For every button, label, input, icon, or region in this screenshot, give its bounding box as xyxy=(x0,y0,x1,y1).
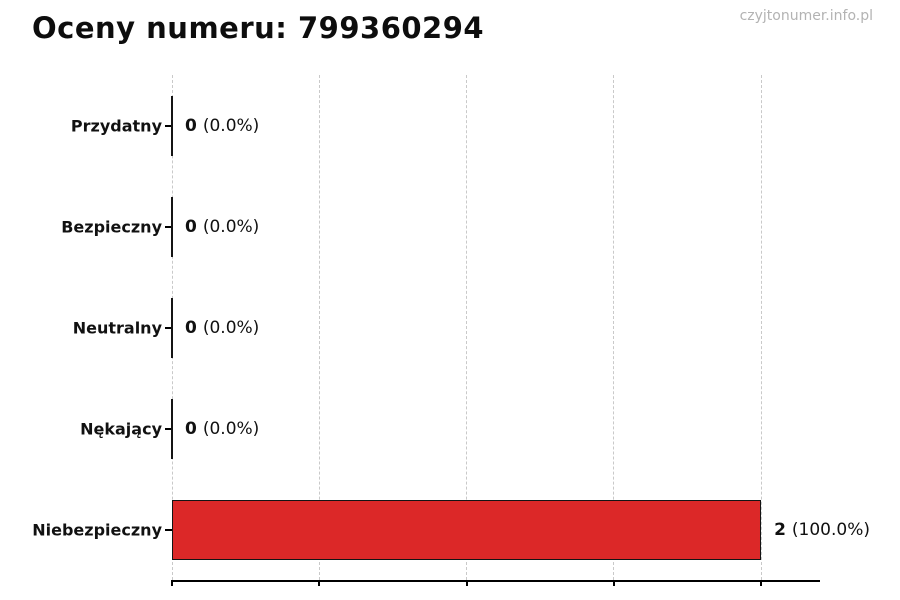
gridline xyxy=(466,75,468,580)
y-axis-tick xyxy=(165,427,172,430)
value-label: 0 (0.0%) xyxy=(185,318,259,338)
value-count: 0 xyxy=(185,317,197,338)
value-count: 0 xyxy=(185,115,197,136)
bar-bezpieczny xyxy=(171,196,173,257)
value-percent: (0.0%) xyxy=(202,418,260,439)
value-count: 0 xyxy=(185,418,197,439)
value-label: 0 (0.0%) xyxy=(185,217,259,237)
value-count: 0 xyxy=(185,216,197,237)
gridline xyxy=(318,75,320,580)
x-axis-tick xyxy=(465,580,468,586)
value-percent: (0.0%) xyxy=(202,216,260,237)
category-label: Przydatny xyxy=(70,116,162,135)
gridline xyxy=(613,75,615,580)
gridline xyxy=(760,75,762,580)
x-axis-tick xyxy=(612,580,615,586)
bar-neutralny xyxy=(171,297,173,358)
bar-nękający xyxy=(171,398,173,459)
category-label: Bezpieczny xyxy=(61,217,162,236)
category-label: Neutralny xyxy=(72,318,162,337)
bar-niebezpieczny xyxy=(172,499,762,560)
value-count: 2 xyxy=(774,519,786,540)
category-label: Nękający xyxy=(80,419,162,438)
y-axis-tick xyxy=(165,528,172,531)
y-axis-tick xyxy=(165,124,172,127)
chart-title: Oceny numeru: 799360294 xyxy=(32,11,485,45)
x-axis-tick xyxy=(318,580,321,586)
value-percent: (0.0%) xyxy=(202,115,260,136)
y-axis-tick xyxy=(165,225,172,228)
value-label: 0 (0.0%) xyxy=(185,419,259,439)
plot-area: Przydatny 0 (0.0%) Bezpieczny 0 (0.0%) Neutral… xyxy=(32,75,870,586)
y-axis-tick xyxy=(165,326,172,329)
watermark-text: czyjtonumer.info.pl xyxy=(739,8,873,24)
value-percent: (0.0%) xyxy=(202,317,260,338)
bar-przydatny xyxy=(171,95,173,156)
value-label: 0 (0.0%) xyxy=(185,116,259,136)
x-axis-tick xyxy=(171,580,173,586)
x-axis-tick xyxy=(760,580,763,586)
category-label: Niebezpieczny xyxy=(32,520,162,539)
value-percent: (100.0%) xyxy=(791,519,871,540)
value-label: 2 (100.0%) xyxy=(774,520,870,540)
